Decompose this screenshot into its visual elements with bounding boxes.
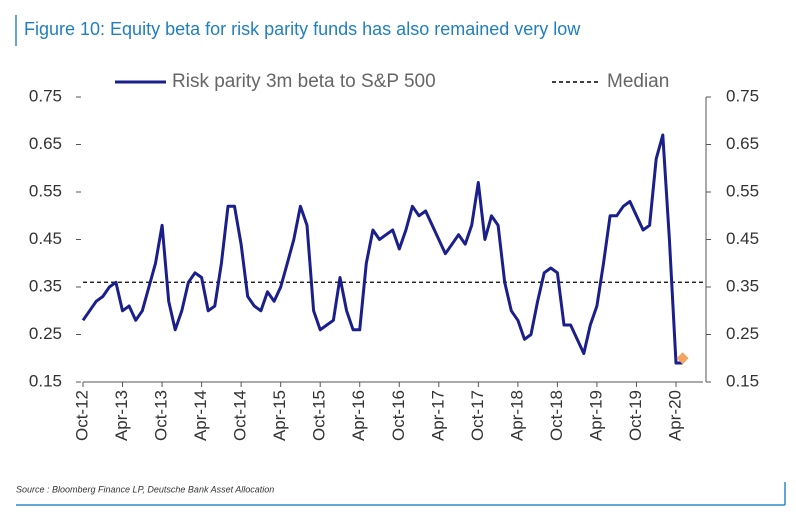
x-tick-label: Apr-16: [349, 390, 368, 441]
y-tick-label: 0.75: [29, 86, 62, 105]
legend-label: Median: [607, 71, 669, 92]
y-tick-label: 0.35: [29, 276, 62, 295]
x-tick-label: Apr-14: [191, 390, 210, 441]
x-tick-label: Oct-19: [626, 390, 645, 441]
x-tick-label: Apr-20: [665, 390, 684, 441]
x-tick-label: Oct-17: [468, 390, 487, 441]
x-tick-label: Oct-13: [152, 390, 171, 441]
x-tick-label: Oct-15: [310, 390, 329, 441]
x-tick-label: Oct-16: [389, 390, 408, 441]
x-tick-label: Apr-18: [507, 390, 526, 441]
y2-tick-label: 0.25: [726, 324, 759, 343]
beta-line: [81, 133, 683, 365]
x-tick-label: Apr-17: [428, 390, 447, 441]
legend-label: Risk parity 3m beta to S&P 500: [172, 71, 436, 92]
y-tick-label: 0.45: [29, 229, 62, 248]
y2-tick-label: 0.15: [726, 371, 759, 390]
y-tick-label: 0.15: [29, 371, 62, 390]
y2-tick-label: 0.55: [726, 181, 759, 200]
x-tick-label: Apr-13: [112, 390, 131, 441]
y-tick-label: 0.65: [29, 134, 62, 153]
x-tick-label: Oct-14: [231, 390, 250, 441]
x-tick-label: Apr-19: [586, 390, 605, 441]
x-tick-label: Oct-18: [547, 390, 566, 441]
chart-title: Figure 10: Equity beta for risk parity f…: [24, 19, 581, 39]
y2-tick-label: 0.45: [726, 229, 759, 248]
y2-tick-label: 0.35: [726, 276, 759, 295]
y-tick-label: 0.55: [29, 181, 62, 200]
y2-tick-label: 0.75: [726, 86, 759, 105]
latest-point: [676, 352, 689, 365]
x-tick-label: Apr-15: [270, 390, 289, 441]
y2-tick-label: 0.65: [726, 134, 759, 153]
source: Source : Bloomberg Finance LP, Deutsche …: [16, 484, 274, 494]
y-tick-label: 0.25: [29, 324, 62, 343]
x-tick-label: Oct-12: [72, 390, 91, 441]
